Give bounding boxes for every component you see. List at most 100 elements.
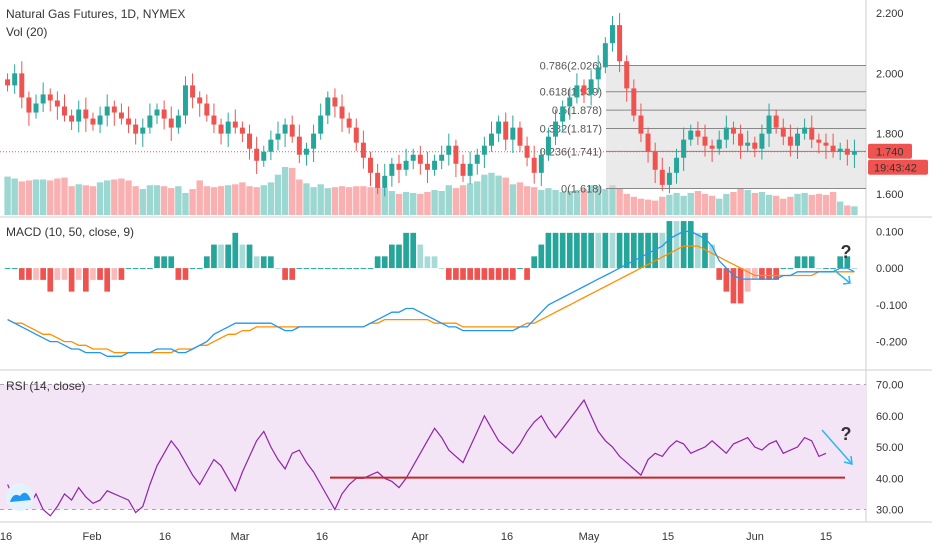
volume-bar	[523, 186, 531, 215]
candle-body	[730, 127, 736, 134]
candle-body	[133, 124, 139, 134]
candle-body	[617, 25, 623, 62]
volume-bar	[694, 191, 702, 215]
volume-bar	[673, 192, 680, 215]
volume-bar	[716, 198, 723, 215]
macd-histogram-bar	[317, 268, 324, 270]
macd-histogram-bar	[203, 256, 210, 269]
candle-body	[76, 109, 82, 122]
candle-body	[268, 139, 274, 152]
candle-body	[574, 85, 580, 98]
macd-histogram-bar	[225, 244, 232, 269]
macd-histogram-bar	[125, 268, 132, 270]
fib-level-label: 0.5(1.878)	[552, 105, 602, 117]
volume-bar	[96, 182, 104, 215]
macd-histogram-bar	[609, 232, 616, 269]
fib-level-label: 0.786(2.026)	[540, 61, 602, 73]
volume-bar	[666, 194, 673, 215]
volume-bar	[103, 180, 111, 215]
volume-bar	[353, 186, 360, 215]
macd-histogram-bar	[559, 232, 566, 269]
last-price-value: 1.740	[876, 147, 904, 159]
volume-bar	[452, 188, 460, 215]
candle-body	[738, 133, 744, 146]
volume-bar	[687, 192, 694, 215]
volume-bar	[573, 190, 581, 215]
macd-histogram-bar	[97, 268, 103, 280]
volume-bar	[509, 184, 517, 215]
volume-bar	[54, 178, 61, 215]
volume-bar	[82, 185, 90, 215]
volume-bar	[203, 186, 211, 215]
volume-bar	[388, 191, 396, 215]
volume-bar	[196, 180, 203, 215]
macd-histogram-bar	[104, 268, 111, 292]
volume-bar	[530, 187, 538, 215]
volume-bar	[780, 198, 787, 215]
macd-histogram-bar	[118, 268, 125, 280]
candle-body	[97, 115, 103, 125]
macd-histogram-bar	[275, 268, 281, 270]
candle-body	[809, 127, 815, 140]
macd-histogram-bar	[154, 256, 160, 269]
candle-body	[631, 88, 637, 116]
candle-body	[239, 127, 245, 134]
macd-histogram-bar	[687, 221, 694, 269]
volume-bar	[224, 185, 232, 215]
volume-bar	[217, 186, 225, 215]
volume-bar	[424, 191, 431, 215]
volume-bar	[367, 187, 374, 215]
volume-bar	[146, 185, 154, 215]
macd-axis-tick: -0.200	[876, 337, 907, 349]
volume-bar	[744, 190, 751, 215]
volume-bar	[139, 189, 146, 215]
macd-histogram-bar	[389, 244, 395, 269]
volume-bar	[11, 178, 18, 215]
candle-body	[318, 115, 324, 134]
candle-body	[766, 115, 772, 134]
volume-bar	[723, 193, 730, 215]
candle-body	[745, 142, 751, 146]
macd-histogram-bar	[11, 268, 18, 270]
volume-bar	[253, 187, 260, 215]
volume-bar	[623, 193, 630, 215]
x-axis-label: 16	[0, 531, 12, 543]
macd-histogram-bar	[680, 221, 687, 269]
candle-body	[154, 109, 160, 116]
x-axis-label: 16	[316, 531, 328, 543]
last-price-tag	[868, 143, 912, 159]
x-axis-label: Apr	[411, 531, 428, 543]
candle-body	[787, 136, 793, 146]
macd-histogram-bar	[82, 268, 89, 292]
candle-body	[396, 163, 402, 170]
candle-body	[382, 175, 388, 188]
macd-histogram-bar	[268, 256, 274, 269]
candle-body	[609, 25, 615, 44]
candle-body	[140, 127, 146, 134]
volume-bar	[438, 191, 445, 215]
candle-body	[289, 124, 295, 137]
volume-bar	[260, 185, 267, 215]
volume-bar	[303, 183, 310, 215]
candle-body	[403, 160, 409, 170]
x-axis-label: Feb	[83, 531, 102, 543]
volume-bar	[559, 191, 566, 215]
volume-bar	[538, 190, 545, 215]
volume-bar	[637, 198, 645, 215]
macd-histogram-bar	[730, 268, 737, 304]
candle-body	[446, 145, 452, 155]
candle-body	[182, 85, 188, 116]
candle-body	[538, 154, 544, 173]
volume-bar	[4, 176, 11, 215]
candle-body	[47, 94, 53, 101]
candle-body	[460, 163, 466, 176]
macd-histogram-bar	[588, 232, 594, 269]
candle-body	[702, 136, 708, 146]
macd-histogram-bar	[638, 232, 644, 269]
macd-histogram-bar	[431, 256, 438, 269]
candle-body	[453, 145, 459, 164]
volume-bar	[794, 193, 801, 215]
volume-bar	[182, 192, 189, 215]
volume-bar	[338, 186, 346, 215]
